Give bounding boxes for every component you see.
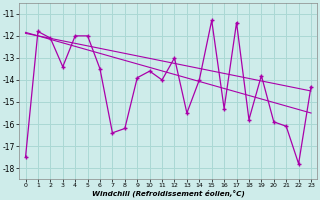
X-axis label: Windchill (Refroidissement éolien,°C): Windchill (Refroidissement éolien,°C): [92, 190, 245, 197]
